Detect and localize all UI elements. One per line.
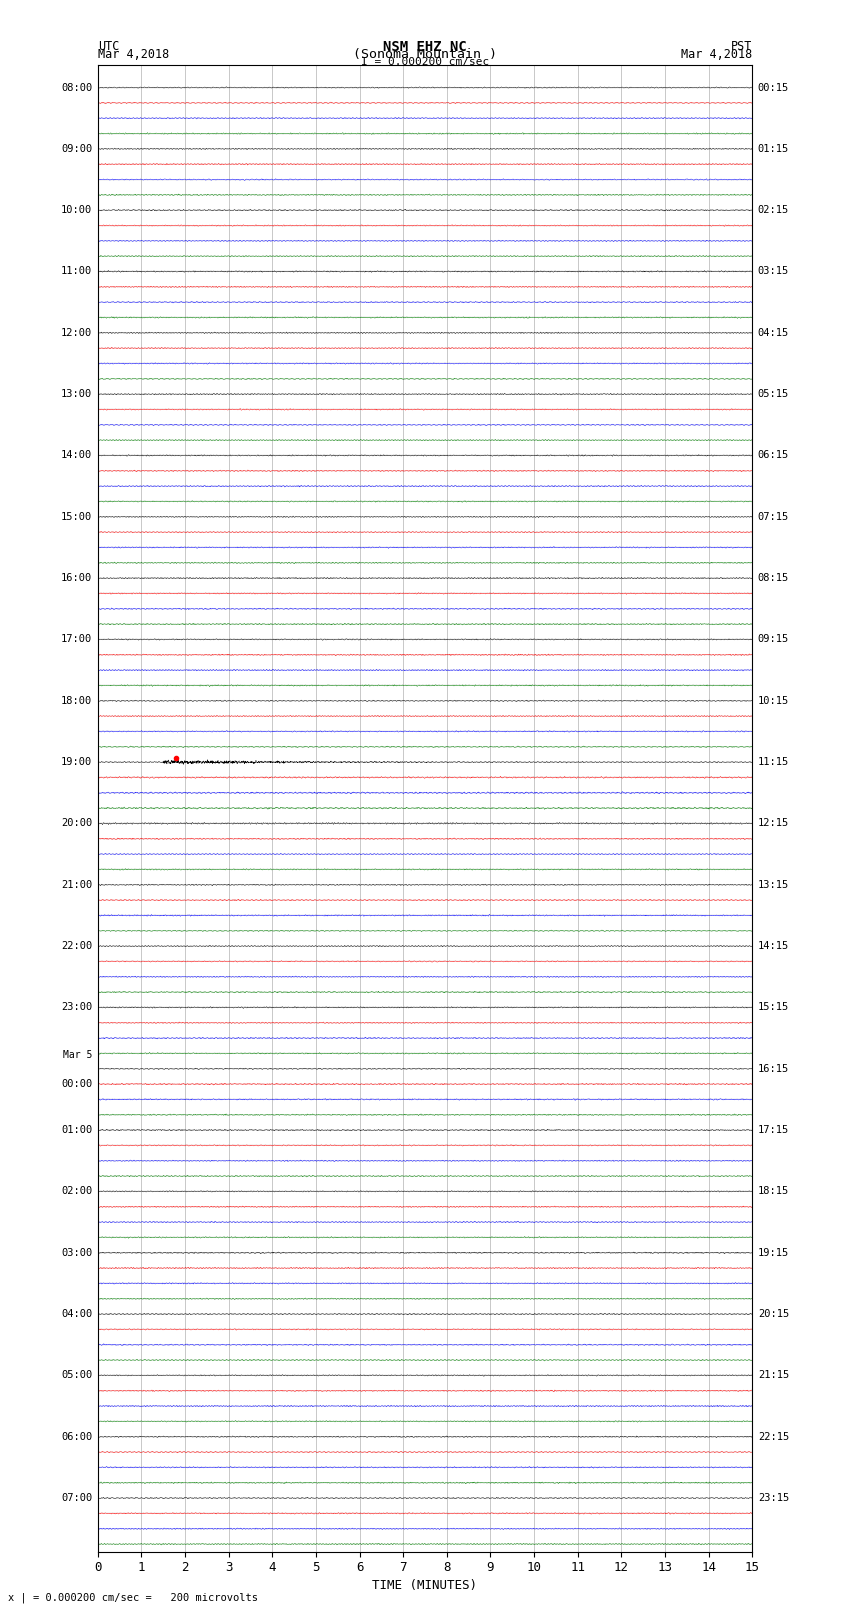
Text: 10:00: 10:00 — [61, 205, 92, 215]
Text: 08:00: 08:00 — [61, 82, 92, 92]
Text: 23:00: 23:00 — [61, 1002, 92, 1013]
Text: 01:15: 01:15 — [758, 144, 789, 153]
Text: 16:00: 16:00 — [61, 573, 92, 584]
Text: 15:00: 15:00 — [61, 511, 92, 523]
Text: 07:15: 07:15 — [758, 511, 789, 523]
Text: 00:00: 00:00 — [61, 1079, 92, 1089]
Text: 04:00: 04:00 — [61, 1310, 92, 1319]
Text: Mar 4,2018: Mar 4,2018 — [98, 48, 169, 61]
Text: 17:15: 17:15 — [758, 1126, 789, 1136]
Text: 18:15: 18:15 — [758, 1187, 789, 1197]
Text: 00:15: 00:15 — [758, 82, 789, 92]
Text: 13:00: 13:00 — [61, 389, 92, 398]
Text: 05:15: 05:15 — [758, 389, 789, 398]
Text: 09:00: 09:00 — [61, 144, 92, 153]
Text: 03:00: 03:00 — [61, 1248, 92, 1258]
Text: 12:00: 12:00 — [61, 327, 92, 337]
Text: 07:00: 07:00 — [61, 1494, 92, 1503]
Text: 23:15: 23:15 — [758, 1494, 789, 1503]
Text: NSM EHZ NC: NSM EHZ NC — [383, 39, 467, 53]
Text: Mar 4,2018: Mar 4,2018 — [681, 48, 752, 61]
Text: 09:15: 09:15 — [758, 634, 789, 645]
Text: 13:15: 13:15 — [758, 879, 789, 890]
Text: 19:15: 19:15 — [758, 1248, 789, 1258]
Text: 02:00: 02:00 — [61, 1187, 92, 1197]
Text: 01:00: 01:00 — [61, 1126, 92, 1136]
Text: 18:00: 18:00 — [61, 695, 92, 706]
Text: 15:15: 15:15 — [758, 1002, 789, 1013]
Text: 17:00: 17:00 — [61, 634, 92, 645]
Text: 14:00: 14:00 — [61, 450, 92, 460]
Text: 21:15: 21:15 — [758, 1371, 789, 1381]
Text: 20:00: 20:00 — [61, 818, 92, 829]
Text: 22:00: 22:00 — [61, 940, 92, 952]
Text: 22:15: 22:15 — [758, 1432, 789, 1442]
Text: 12:15: 12:15 — [758, 818, 789, 829]
Text: (Sonoma Mountain ): (Sonoma Mountain ) — [353, 48, 497, 61]
Text: 19:00: 19:00 — [61, 756, 92, 768]
X-axis label: TIME (MINUTES): TIME (MINUTES) — [372, 1579, 478, 1592]
Text: I = 0.000200 cm/sec: I = 0.000200 cm/sec — [361, 58, 489, 68]
Text: 20:15: 20:15 — [758, 1310, 789, 1319]
Text: 03:15: 03:15 — [758, 266, 789, 276]
Text: 08:15: 08:15 — [758, 573, 789, 584]
Text: 14:15: 14:15 — [758, 940, 789, 952]
Text: 11:15: 11:15 — [758, 756, 789, 768]
Text: 02:15: 02:15 — [758, 205, 789, 215]
Text: 04:15: 04:15 — [758, 327, 789, 337]
Text: 11:00: 11:00 — [61, 266, 92, 276]
Text: 05:00: 05:00 — [61, 1371, 92, 1381]
Text: 06:00: 06:00 — [61, 1432, 92, 1442]
Text: PST: PST — [731, 39, 752, 53]
Text: UTC: UTC — [98, 39, 119, 53]
Text: Mar 5: Mar 5 — [63, 1050, 92, 1060]
Text: x | = 0.000200 cm/sec =   200 microvolts: x | = 0.000200 cm/sec = 200 microvolts — [8, 1592, 258, 1603]
Text: 16:15: 16:15 — [758, 1063, 789, 1074]
Text: 21:00: 21:00 — [61, 879, 92, 890]
Text: 06:15: 06:15 — [758, 450, 789, 460]
Text: 10:15: 10:15 — [758, 695, 789, 706]
